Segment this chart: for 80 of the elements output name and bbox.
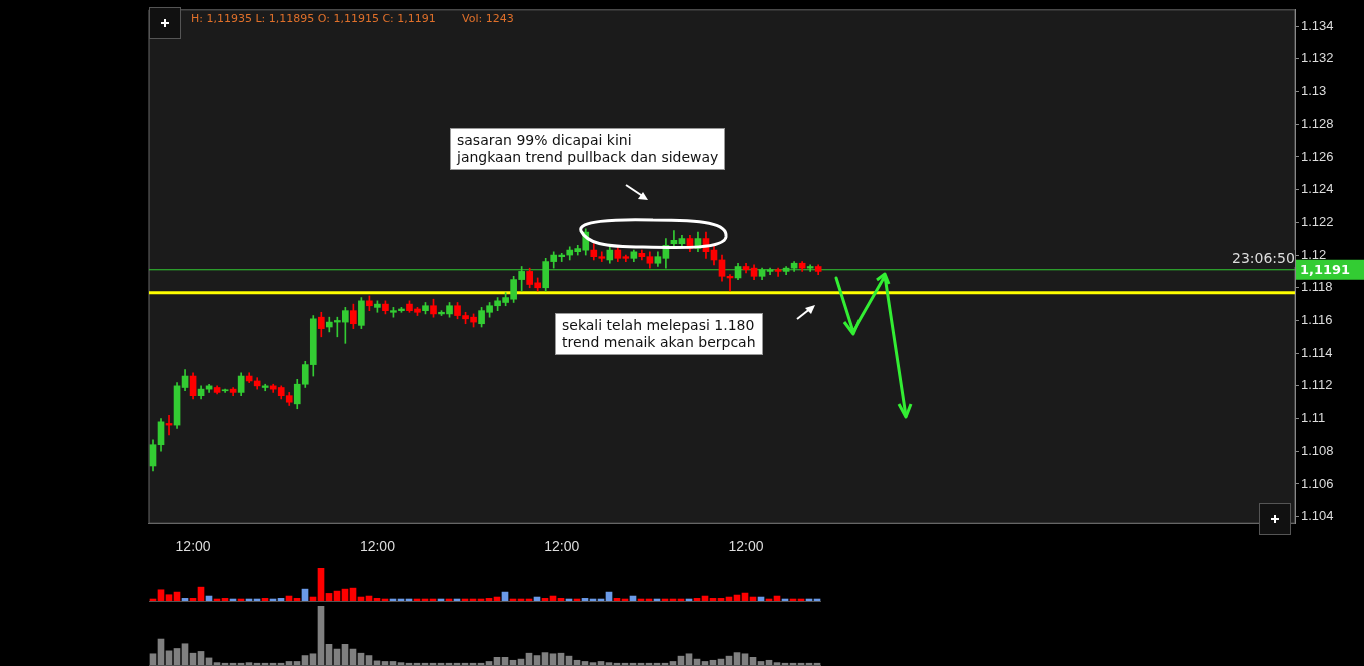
x-tick-label: 12:00 xyxy=(544,538,580,555)
bar xyxy=(485,598,493,601)
bar xyxy=(685,653,693,665)
y-tick-label: 1.132 xyxy=(1301,50,1334,66)
y-tick-label: 1.128 xyxy=(1301,115,1334,131)
y-tick-label: 1.114 xyxy=(1301,344,1333,360)
bar xyxy=(709,598,717,601)
annotation: 23:06:50 xyxy=(1232,250,1295,267)
annotation: sekali telah melepasi 1.180 trend menaik akan berpcah xyxy=(555,313,763,355)
y-tick-label: 1.126 xyxy=(1301,148,1334,164)
y-tick-label: 1.122 xyxy=(1301,213,1334,229)
bar xyxy=(701,661,709,665)
bar xyxy=(325,644,333,665)
ref-line-label: 1,1191 xyxy=(1300,262,1351,278)
bar xyxy=(741,653,749,665)
bar xyxy=(549,653,557,665)
bar xyxy=(317,568,325,601)
bar xyxy=(533,655,541,665)
bar xyxy=(285,661,293,665)
bar xyxy=(213,662,221,665)
bar xyxy=(717,598,725,601)
bar xyxy=(669,661,677,665)
y-tick-label: 1.124 xyxy=(1301,181,1334,197)
bar xyxy=(397,662,405,665)
x-tick-label: 12:00 xyxy=(359,538,396,555)
bar xyxy=(341,644,349,665)
bar xyxy=(373,598,381,601)
bar xyxy=(181,598,189,601)
y-tick-label: 1.13 xyxy=(1301,83,1327,99)
y-tick-label: 1.134 xyxy=(1301,17,1334,33)
bar xyxy=(197,651,205,665)
bar xyxy=(325,593,333,601)
bar xyxy=(581,661,589,665)
annotation: H: 1,11935 L: 1,11895 O: 1,11915 C: 1,1191 xyxy=(191,11,436,27)
y-tick-label: 1.108 xyxy=(1301,442,1334,458)
bar xyxy=(605,662,613,665)
bar xyxy=(365,655,373,665)
bar xyxy=(557,598,565,601)
bar xyxy=(261,598,269,601)
bar xyxy=(309,653,317,665)
annotation: Vol: 1243 xyxy=(462,11,514,27)
y-tick-label: 1.11 xyxy=(1301,410,1326,426)
bar xyxy=(245,662,253,665)
bar xyxy=(149,653,157,665)
y-tick-label: 1.118 xyxy=(1301,279,1333,295)
bar xyxy=(277,598,285,601)
bar xyxy=(293,661,301,665)
bar xyxy=(613,598,621,601)
bar xyxy=(541,598,549,601)
bar xyxy=(381,661,389,665)
x-tick-label: 12:00 xyxy=(175,538,211,555)
bar xyxy=(181,643,189,665)
bar xyxy=(165,594,173,601)
bar xyxy=(189,598,197,601)
bar xyxy=(221,598,229,601)
annotation: sasaran 99% dicapai kini jangkaan trend pullback dan sideway xyxy=(450,128,726,170)
bar xyxy=(389,661,397,665)
x-tick-label: 12:00 xyxy=(728,538,764,555)
bar xyxy=(501,657,509,665)
bar xyxy=(317,606,325,665)
y-tick-label: 1.116 xyxy=(1301,312,1333,328)
bar xyxy=(597,661,605,665)
bar xyxy=(581,598,589,601)
y-tick-label: 1.12 xyxy=(1301,246,1327,262)
bar xyxy=(541,652,549,665)
y-tick-label: 1.104 xyxy=(1301,508,1334,524)
y-tick-label: 1.112 xyxy=(1301,377,1333,393)
bar xyxy=(693,598,701,601)
bar xyxy=(173,648,181,665)
y-tick-label: 1.106 xyxy=(1301,475,1334,491)
bar xyxy=(589,662,597,665)
bar xyxy=(485,661,493,665)
bar xyxy=(493,657,501,665)
bar xyxy=(773,662,781,665)
bar xyxy=(757,661,765,665)
bar xyxy=(301,655,309,665)
bar xyxy=(749,657,757,665)
bar xyxy=(157,589,165,601)
bar xyxy=(293,598,301,601)
bar xyxy=(733,652,741,665)
